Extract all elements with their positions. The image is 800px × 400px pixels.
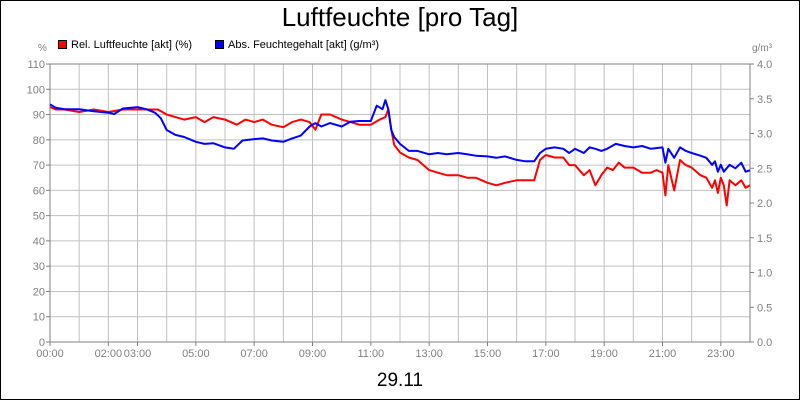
- y-left-tick-label: 80: [33, 135, 45, 147]
- x-tick-label: 19:00: [590, 348, 618, 360]
- series-line-rel-humidity: [49, 106, 751, 207]
- y-left-tick-label: 110: [27, 59, 45, 71]
- chart-date-label: 29.11: [376, 370, 424, 391]
- y-right-tick-label: 1.5: [757, 233, 772, 245]
- y-left-tick-label: 60: [33, 185, 45, 197]
- x-tick-label: 03:00: [124, 348, 152, 360]
- x-tick-label: 11:00: [357, 348, 384, 360]
- legend-item-rel-humidity: Rel. Luftfeuchte [akt] (%): [58, 39, 192, 51]
- x-tick-label: 02:00: [95, 348, 123, 360]
- y-right-tick-label: 0.5: [757, 302, 772, 314]
- plot-border: [49, 63, 751, 343]
- y-left-tick-label: 10: [33, 312, 45, 324]
- legend-swatch-blue: [215, 39, 224, 49]
- y-left-tick-label: 90: [33, 110, 45, 122]
- y-left-tick-label: 20: [33, 286, 45, 298]
- y-right-tick-label: 4.0: [757, 59, 772, 71]
- left-axis-unit: %: [38, 43, 47, 54]
- x-tick-label: 09:00: [299, 348, 327, 360]
- y-right-tick-label: 1.0: [757, 268, 772, 280]
- chart-title: Luftfeuchte [pro Tag]: [281, 2, 519, 32]
- x-tick-label: 13:00: [415, 348, 443, 360]
- x-tick-label: 00:00: [36, 348, 64, 360]
- y-right-tick-label: 0.0: [757, 337, 772, 349]
- right-axis-unit: g/m³: [752, 43, 772, 54]
- legend-swatch-red: [58, 39, 67, 49]
- y-right-tick-label: 2.0: [757, 198, 772, 210]
- y-right-tick-label: 3.5: [757, 94, 772, 106]
- x-tick-label: 17:00: [532, 348, 560, 360]
- series-line-abs-humidity: [49, 99, 751, 173]
- x-tick-label: 15:00: [474, 348, 502, 360]
- y-left-tick-label: 0: [39, 337, 45, 349]
- x-tick-label: 21:00: [649, 348, 677, 360]
- y-left-tick-label: 100: [27, 84, 45, 96]
- x-tick-label: 07:00: [240, 348, 268, 360]
- x-tick-label: 23:00: [707, 348, 735, 360]
- legend-label-rel-humidity: Rel. Luftfeuchte [akt] (%): [71, 39, 193, 51]
- y-right-tick-label: 2.5: [757, 163, 772, 175]
- legend-label-abs-humidity: Abs. Feuchtegehalt [akt] (g/m³): [228, 39, 380, 51]
- y-left-tick-label: 30: [33, 261, 45, 273]
- y-left-tick-label: 70: [33, 160, 45, 172]
- x-tick-label: 05:00: [182, 348, 210, 360]
- y-left-tick-label: 50: [33, 211, 45, 223]
- y-left-tick-label: 40: [33, 236, 45, 248]
- y-right-tick-label: 3.0: [757, 129, 772, 141]
- legend-item-abs-humidity: Abs. Feuchtegehalt [akt] (g/m³): [215, 39, 379, 51]
